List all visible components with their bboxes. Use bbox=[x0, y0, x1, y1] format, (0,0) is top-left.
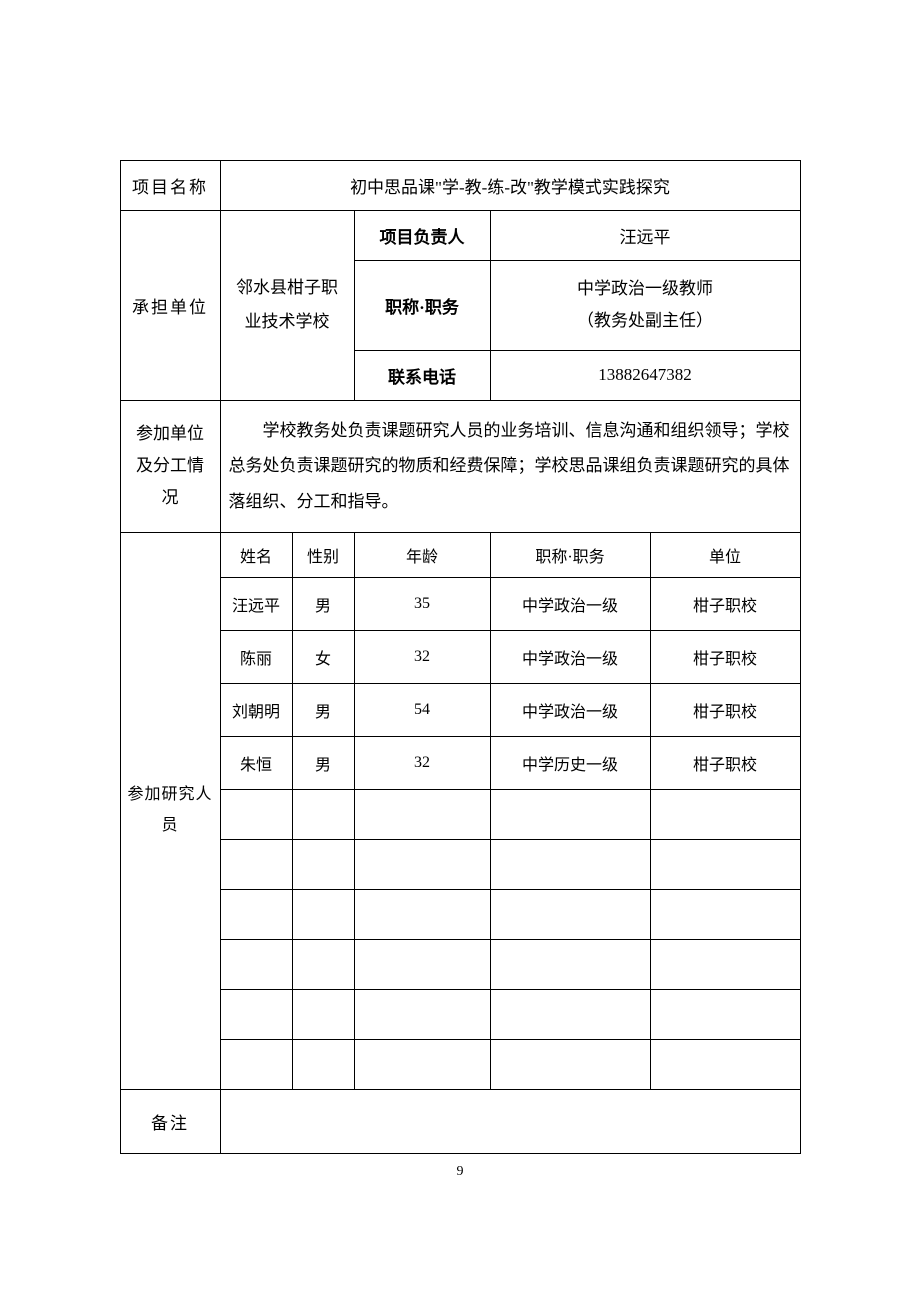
researchers-header-row: 参加研究人员 姓名 性别 年龄 职称·职务 单位 bbox=[120, 532, 800, 577]
researcher-empty-row bbox=[120, 889, 800, 939]
r-age: 32 bbox=[354, 736, 490, 789]
col-name: 姓名 bbox=[220, 532, 292, 577]
leader-label: 项目负责人 bbox=[354, 211, 490, 261]
r-name: 汪远平 bbox=[220, 577, 292, 630]
researcher-empty-row bbox=[120, 939, 800, 989]
leader-value: 汪远平 bbox=[490, 211, 800, 261]
researcher-empty-row bbox=[120, 839, 800, 889]
r-age: 32 bbox=[354, 630, 490, 683]
r-unit: 柑子职校 bbox=[650, 630, 800, 683]
r-gender: 男 bbox=[292, 736, 354, 789]
r-name: 朱恒 bbox=[220, 736, 292, 789]
phone-label: 联系电话 bbox=[354, 350, 490, 400]
r-age: 54 bbox=[354, 683, 490, 736]
project-name-label: 项目名称 bbox=[120, 161, 220, 211]
r-name: 刘朝明 bbox=[220, 683, 292, 736]
r-unit: 柑子职校 bbox=[650, 683, 800, 736]
r-gender: 男 bbox=[292, 577, 354, 630]
col-gender: 性别 bbox=[292, 532, 354, 577]
host-unit-label: 承担单位 bbox=[120, 211, 220, 401]
r-title: 中学政治一级 bbox=[490, 577, 650, 630]
r-title: 中学历史一级 bbox=[490, 736, 650, 789]
r-title: 中学政治一级 bbox=[490, 630, 650, 683]
page-number: 9 bbox=[457, 1164, 464, 1180]
remark-label: 备注 bbox=[120, 1089, 220, 1153]
r-gender: 女 bbox=[292, 630, 354, 683]
host-leader-row: 承担单位 邻水县柑子职业技术学校 项目负责人 汪远平 bbox=[120, 211, 800, 261]
researcher-row: 刘朝明 男 54 中学政治一级 柑子职校 bbox=[120, 683, 800, 736]
title-line1: 中学政治一级教师 bbox=[577, 279, 713, 298]
project-form-table: 项目名称 初中思品课"学-教-练-改"教学模式实践探究 承担单位 邻水县柑子职业… bbox=[120, 160, 801, 1154]
remark-row: 备注 bbox=[120, 1089, 800, 1153]
researcher-empty-row bbox=[120, 1039, 800, 1089]
col-title: 职称·职务 bbox=[490, 532, 650, 577]
participation-row: 参加单位及分工情况 学校教务处负责课题研究人员的业务培训、信息沟通和组织领导；学… bbox=[120, 400, 800, 532]
r-age: 35 bbox=[354, 577, 490, 630]
title-value: 中学政治一级教师 （教务处副主任） bbox=[490, 261, 800, 351]
r-unit: 柑子职校 bbox=[650, 736, 800, 789]
researcher-row: 陈丽 女 32 中学政治一级 柑子职校 bbox=[120, 630, 800, 683]
researcher-row: 朱恒 男 32 中学历史一级 柑子职校 bbox=[120, 736, 800, 789]
phone-value: 13882647382 bbox=[490, 350, 800, 400]
researchers-label: 参加研究人员 bbox=[120, 532, 220, 1089]
host-unit-value: 邻水县柑子职业技术学校 bbox=[220, 211, 354, 401]
researcher-row: 汪远平 男 35 中学政治一级 柑子职校 bbox=[120, 577, 800, 630]
researcher-empty-row bbox=[120, 989, 800, 1039]
participation-description: 学校教务处负责课题研究人员的业务培训、信息沟通和组织领导；学校总务处负责课题研究… bbox=[220, 400, 800, 532]
title-label: 职称·职务 bbox=[354, 261, 490, 351]
researcher-empty-row bbox=[120, 789, 800, 839]
project-name-value: 初中思品课"学-教-练-改"教学模式实践探究 bbox=[220, 161, 800, 211]
col-unit: 单位 bbox=[650, 532, 800, 577]
col-age: 年龄 bbox=[354, 532, 490, 577]
participation-label: 参加单位及分工情况 bbox=[120, 400, 220, 532]
remark-value bbox=[220, 1089, 800, 1153]
project-name-row: 项目名称 初中思品课"学-教-练-改"教学模式实践探究 bbox=[120, 161, 800, 211]
r-unit: 柑子职校 bbox=[650, 577, 800, 630]
title-line2: （教务处副主任） bbox=[577, 311, 713, 330]
r-name: 陈丽 bbox=[220, 630, 292, 683]
r-gender: 男 bbox=[292, 683, 354, 736]
r-title: 中学政治一级 bbox=[490, 683, 650, 736]
